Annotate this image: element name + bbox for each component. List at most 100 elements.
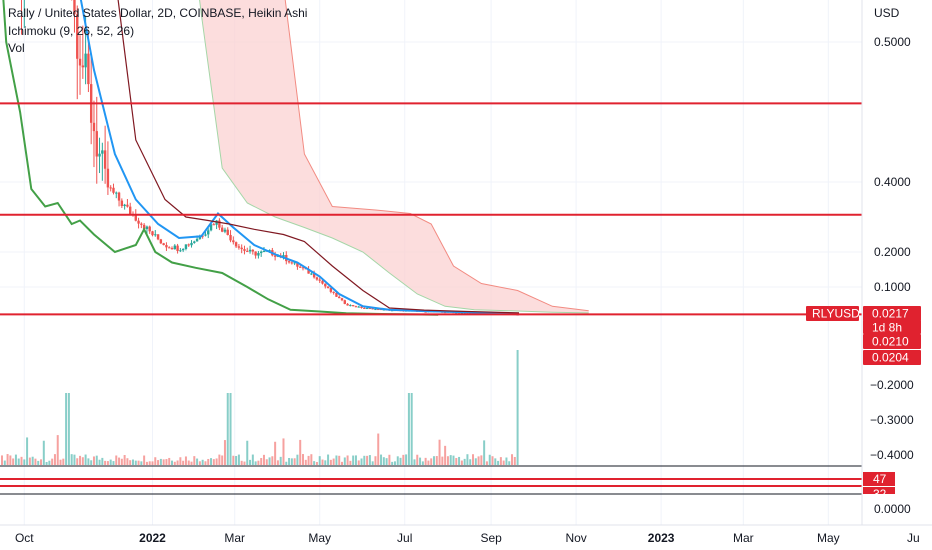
candle-body — [84, 53, 87, 68]
candle-body — [332, 291, 335, 293]
volume-bar — [346, 455, 349, 465]
x-tick-label: Jul — [397, 531, 412, 545]
volume-bar — [455, 458, 458, 465]
candle-body — [273, 255, 277, 257]
candle-body — [324, 283, 327, 287]
candle-body — [248, 249, 252, 252]
candle-body — [220, 227, 224, 232]
volume-bar — [360, 458, 363, 465]
candle-body — [140, 223, 143, 225]
volume-bar — [115, 455, 118, 465]
grid — [0, 0, 914, 525]
candle-body — [95, 131, 98, 157]
price-tag-text: RLYUSD — [812, 307, 860, 321]
candle-body — [282, 255, 285, 258]
volume-bar — [62, 458, 65, 465]
volume-bar — [143, 455, 146, 465]
volume-bar — [260, 458, 263, 465]
volume-bar — [179, 457, 182, 465]
price-axis[interactable] — [862, 0, 932, 525]
candle-body — [212, 224, 216, 226]
candle-body — [360, 306, 363, 308]
candle-body — [246, 250, 249, 252]
volume-bar — [432, 456, 435, 465]
price-tag-last — [863, 306, 921, 321]
ichimoku-legend[interactable]: Ichimoku (9, 26, 52, 26) — [8, 24, 135, 38]
volume-bar — [221, 455, 224, 465]
volume-bar — [335, 455, 338, 465]
volume-bar — [154, 457, 157, 465]
chart-title[interactable]: Rally / United States Dollar, 2D, COINBA… — [8, 6, 308, 20]
candle-body — [234, 242, 238, 247]
volume-bar — [249, 459, 252, 465]
line-span_a — [199, 0, 589, 314]
candle-body — [268, 250, 271, 252]
volume-bar — [343, 457, 346, 465]
candle-body — [293, 262, 296, 264]
volume-bar — [70, 454, 73, 465]
candle-body — [129, 206, 132, 215]
volume-bar — [413, 459, 416, 465]
volume-bar — [385, 458, 388, 465]
volume-bar — [229, 393, 232, 465]
volume-bar — [81, 457, 84, 465]
lower-tag — [863, 472, 895, 486]
volume-bar — [226, 393, 229, 465]
candle-body — [329, 288, 333, 292]
volume-bar — [243, 461, 246, 465]
volume-bar — [20, 456, 23, 465]
price-tag-text: 0.0210 — [872, 335, 909, 349]
volume-bar — [499, 457, 502, 465]
volume-bar — [324, 460, 327, 465]
volume-bar — [407, 393, 410, 465]
y-tick-label: 0.2000 — [874, 245, 911, 259]
candle-body — [168, 247, 171, 249]
volume-bar — [196, 458, 199, 465]
price-tag-level — [863, 350, 921, 365]
volume-bar — [318, 456, 321, 465]
volume-bar — [480, 455, 483, 465]
volume-bar — [246, 440, 249, 465]
volume-bar — [106, 461, 109, 465]
volume-bar — [435, 456, 438, 465]
candle-body — [142, 224, 146, 230]
volume-bar — [301, 454, 304, 465]
volume-bar — [321, 459, 324, 465]
volume-bar — [182, 460, 185, 465]
price-tag-countdown — [863, 320, 921, 334]
volume-bar — [508, 461, 511, 465]
candle-body — [87, 53, 90, 85]
candle-body — [223, 229, 227, 232]
volume-legend[interactable]: Vol — [8, 41, 25, 55]
candle-body — [296, 262, 299, 267]
candle-body — [229, 234, 232, 241]
volume-bar — [190, 461, 193, 465]
volume-bar — [17, 458, 20, 465]
candle-body — [240, 247, 243, 250]
candle-body — [145, 226, 149, 230]
volume-bar — [204, 461, 207, 465]
volume-bar — [120, 458, 123, 465]
candle-body — [92, 122, 96, 132]
candle-body — [98, 153, 101, 157]
volume-tick-label: −0.4000 — [870, 448, 914, 462]
candle-body — [232, 240, 235, 243]
x-axis-labels: Oct 2022 Mar May Jul Sep Nov 2023 Mar May Ju — [15, 531, 920, 545]
volume-bar — [513, 456, 516, 465]
volume-bar — [90, 460, 93, 465]
volume-bar — [193, 456, 196, 465]
volume-bar — [444, 445, 447, 465]
horizontal-lines[interactable] — [0, 102, 932, 495]
candle-body — [215, 220, 218, 225]
volume-bar — [449, 455, 452, 465]
candle-body — [115, 192, 118, 194]
x-tick-label: May — [817, 531, 840, 545]
candle-body — [165, 245, 168, 248]
volume-bar — [402, 454, 405, 465]
volume-bar — [184, 456, 187, 465]
time-axis[interactable] — [0, 525, 862, 550]
candle-body — [340, 298, 344, 301]
candle-body — [226, 229, 229, 235]
volume-bar — [460, 460, 463, 465]
